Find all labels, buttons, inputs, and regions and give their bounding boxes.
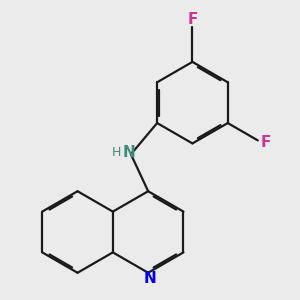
Text: H: H xyxy=(112,146,121,159)
Text: N: N xyxy=(144,272,157,286)
Text: F: F xyxy=(261,135,271,150)
Text: F: F xyxy=(187,12,198,27)
Text: N: N xyxy=(122,145,135,160)
